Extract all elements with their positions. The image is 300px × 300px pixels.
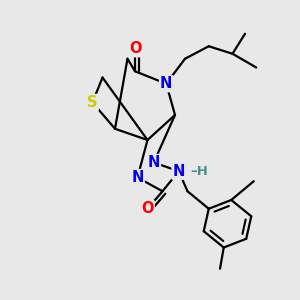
Text: S: S <box>87 95 98 110</box>
Text: N: N <box>131 170 144 185</box>
Text: N: N <box>172 164 185 179</box>
Text: O: O <box>129 41 141 56</box>
Text: O: O <box>141 201 154 216</box>
Text: N: N <box>160 76 172 91</box>
Text: –H: –H <box>190 165 208 178</box>
Text: N: N <box>148 155 160 170</box>
